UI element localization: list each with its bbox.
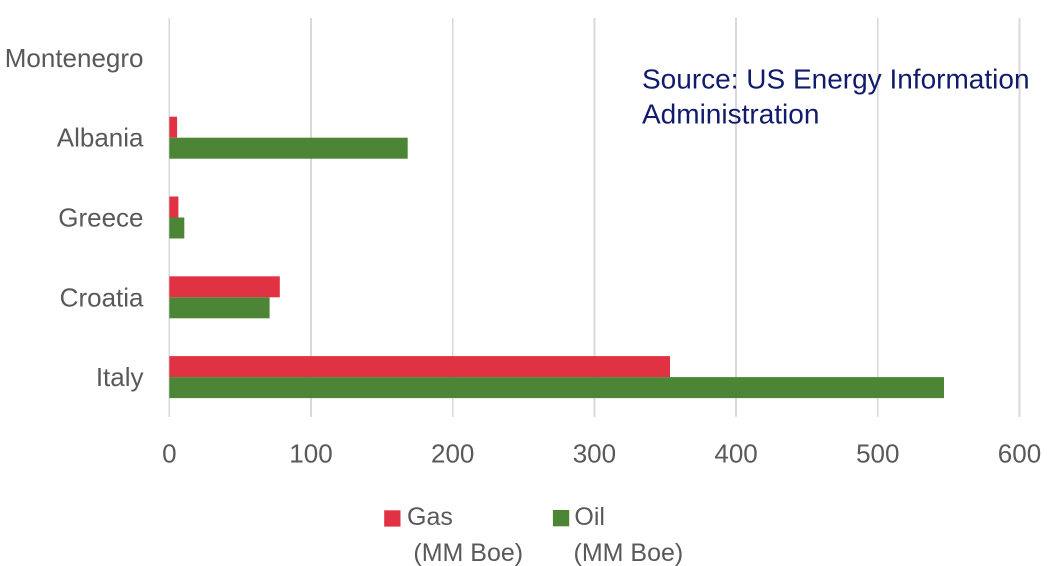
svg-text:200: 200 [431, 439, 474, 469]
svg-text:(MM Boe): (MM Boe) [574, 539, 684, 566]
svg-text:Montenegro: Montenegro [5, 43, 144, 73]
svg-text:(MM Boe): (MM Boe) [413, 539, 523, 566]
svg-text:300: 300 [573, 439, 616, 469]
svg-text:Croatia: Croatia [60, 282, 144, 312]
svg-text:Source: US Energy Information: Source: US Energy Information [642, 63, 1030, 94]
svg-text:100: 100 [289, 439, 332, 469]
svg-text:Administration: Administration [642, 99, 819, 130]
svg-text:Greece: Greece [58, 203, 143, 233]
svg-text:0: 0 [162, 439, 176, 469]
svg-text:500: 500 [856, 439, 899, 469]
svg-text:Italy: Italy [96, 362, 144, 392]
svg-text:Gas: Gas [407, 503, 453, 531]
svg-text:Albania: Albania [57, 123, 144, 153]
svg-text:600: 600 [998, 439, 1041, 469]
svg-text:400: 400 [714, 439, 757, 469]
svg-text:Oil: Oil [574, 503, 605, 531]
